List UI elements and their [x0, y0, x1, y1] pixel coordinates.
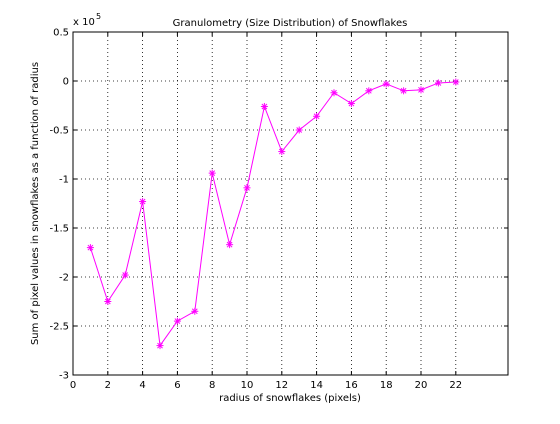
data-point-marker: [261, 103, 268, 110]
data-point-marker: [174, 318, 181, 325]
x-tick-label: 8: [209, 380, 215, 391]
data-point-marker: [435, 79, 442, 86]
x-tick-label: 4: [139, 380, 145, 391]
x-tick-label: 2: [105, 380, 111, 391]
y-tick-label: 0.5: [53, 28, 69, 39]
x-tick-label: 14: [310, 380, 323, 391]
y-tick-label: -2: [59, 273, 69, 284]
x-tick-label: 12: [275, 380, 288, 391]
data-point-marker: [191, 308, 198, 315]
x-tick-label: 20: [415, 380, 428, 391]
data-point-marker: [157, 342, 164, 349]
y-tick-label: -2.5: [49, 322, 69, 333]
data-point-marker: [296, 127, 303, 134]
chart-title: Granulometry (Size Distribution) of Snow…: [173, 18, 408, 29]
data-point-marker: [104, 298, 111, 305]
data-point-marker: [122, 272, 129, 279]
y-exponent-base: x 10: [73, 17, 95, 28]
data-point-marker: [348, 100, 355, 107]
y-axis-label: Sum of pixel values in snowflakes as a f…: [30, 62, 41, 345]
data-point-marker: [313, 113, 320, 120]
x-axis-label: radius of snowflakes (pixels): [219, 393, 361, 404]
y-tick-label: 0: [63, 77, 69, 88]
x-tick-label: 0: [70, 380, 76, 391]
data-point-marker: [365, 87, 372, 94]
y-tick-label: -1: [59, 175, 69, 186]
data-point-marker: [418, 86, 425, 93]
data-point-marker: [244, 184, 251, 191]
x-tick-label: 16: [345, 380, 358, 391]
x-tick-label: 18: [380, 380, 393, 391]
y-tick-label: -0.5: [49, 126, 69, 137]
y-exponent-power: 5: [96, 12, 101, 21]
data-point-marker: [87, 244, 94, 251]
data-point-marker: [383, 80, 390, 87]
plot-area: [73, 32, 508, 375]
data-point-marker: [226, 241, 233, 248]
y-tick-label: -3: [59, 371, 69, 382]
data-point-marker: [209, 170, 216, 177]
x-tick-label: 6: [174, 380, 180, 391]
x-tick-label: 22: [449, 380, 462, 391]
y-tick-label: -1.5: [49, 224, 69, 235]
data-point-marker: [278, 148, 285, 155]
data-point-marker: [452, 78, 459, 85]
data-point-marker: [139, 198, 146, 205]
data-point-marker: [400, 87, 407, 94]
data-point-marker: [331, 89, 338, 96]
x-tick-label: 10: [241, 380, 254, 391]
